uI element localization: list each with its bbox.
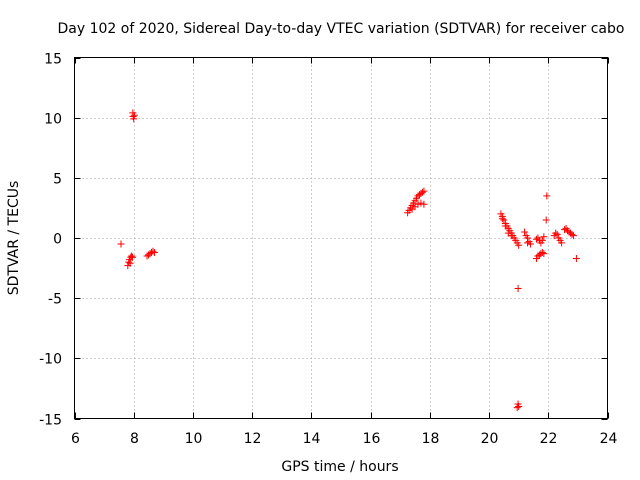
y-tick-label: 10 [44,112,62,128]
data-point [417,199,425,207]
data-point [130,115,138,123]
y-axis-label: SDTVAR / TECUs [6,181,22,296]
grid-lines [74,57,608,419]
data-point [130,111,138,119]
chart-title: Day 102 of 2020, Sidereal Day-to-day VTE… [58,21,625,37]
x-tick-label: 6 [71,431,80,447]
x-tick-label: 16 [363,431,381,447]
data-point [507,232,515,240]
data-point [418,188,426,196]
y-tick-label: -15 [39,413,62,429]
plot-frame [74,57,608,419]
data-point [420,200,428,208]
y-tick-label: 5 [53,172,62,188]
x-tick-label: 8 [130,431,139,447]
y-axis-ticks: -15 -10 -5 0 5 10 15 [39,52,608,429]
data-point [149,247,157,255]
data-point [117,240,125,248]
data-point [552,229,560,237]
data-point [514,285,522,293]
data-point [542,216,550,224]
data-point [498,215,506,223]
y-tick-label: 0 [53,232,62,248]
data-point [129,253,137,261]
data-point [553,230,561,238]
x-tick-label: 12 [244,431,262,447]
data-point [532,235,540,243]
y-tick-label: 15 [44,52,62,68]
data-point [538,236,546,244]
data-point [500,216,508,224]
data-point [150,248,158,256]
y-tick-label: -10 [39,352,62,368]
data-point [515,402,523,410]
data-point [540,233,548,241]
y-tick-label: -5 [48,292,62,308]
data-point [572,254,580,262]
data-point [527,240,535,248]
data-point [568,230,576,238]
x-tick-label: 14 [303,431,321,447]
data-point [538,248,546,256]
data-points [117,109,580,412]
data-point [515,241,523,249]
data-point [414,200,422,208]
data-point [420,187,428,195]
data-point [501,222,509,230]
data-point [561,226,569,234]
data-point [126,259,134,267]
x-tick-label: 22 [540,431,558,447]
data-point [521,228,529,236]
data-point [543,192,551,200]
x-tick-label: 20 [481,431,499,447]
data-point [569,232,577,240]
x-axis-label: GPS time / hours [281,459,398,475]
data-point [524,239,532,247]
x-tick-label: 10 [185,431,203,447]
x-tick-label: 18 [422,431,440,447]
data-point [558,239,566,247]
data-point [540,250,548,258]
data-point [513,404,521,412]
x-tick-label: 24 [600,431,618,447]
data-point [128,252,136,260]
x-axis-ticks: 6 8 10 12 14 16 18 20 22 24 [71,57,618,447]
